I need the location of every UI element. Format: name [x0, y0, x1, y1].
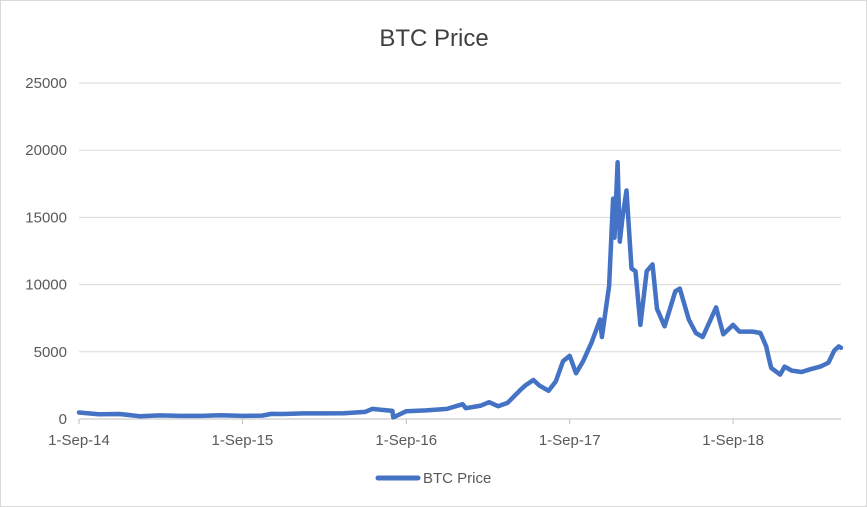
legend: BTC Price — [375, 470, 491, 487]
legend-label-btc-price: BTC Price — [423, 470, 491, 487]
series-lines — [76, 160, 844, 420]
y-tick-label: 15000 — [25, 209, 67, 226]
y-tick-label: 10000 — [25, 277, 67, 294]
series-line-btc-price — [76, 160, 844, 420]
x-tick-label: 1-Sep-16 — [375, 432, 437, 449]
x-axis-tick-labels: 1-Sep-14 1-Sep-15 1-Sep-16 1-Sep-17 1-Sep-18 — [48, 419, 764, 449]
x-tick-label: 1-Sep-17 — [539, 432, 601, 449]
y-tick-label: 0 — [59, 411, 67, 428]
x-tick-label: 1-Sep-18 — [702, 432, 764, 449]
x-tick-label: 1-Sep-15 — [212, 432, 274, 449]
gridlines — [79, 82, 841, 420]
x-tick-label: 1-Sep-14 — [48, 432, 110, 449]
y-tick-label: 5000 — [34, 344, 67, 361]
y-axis-tick-labels: 0 5000 10000 15000 20000 25000 — [25, 75, 67, 428]
y-tick-label: 25000 — [25, 75, 67, 92]
chart-title: BTC Price — [379, 25, 488, 52]
y-tick-label: 20000 — [25, 142, 67, 159]
